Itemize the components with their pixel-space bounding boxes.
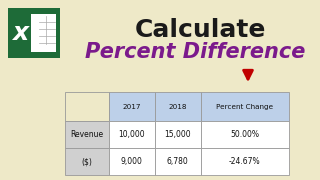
Bar [201,92,289,121]
Text: 2018: 2018 [168,103,187,109]
Text: 2017: 2017 [122,103,141,109]
Text: Percent Change: Percent Change [216,103,274,109]
Text: 15,000: 15,000 [164,130,191,139]
Bar [65,148,108,175]
Bar [108,92,155,121]
Bar [108,121,155,148]
Bar [155,92,201,121]
Text: Calculate: Calculate [134,18,266,42]
Text: Revenue: Revenue [70,130,103,139]
Bar [108,148,155,175]
Text: ($): ($) [81,157,92,166]
Bar [201,148,289,175]
Text: 10,000: 10,000 [118,130,145,139]
Bar [201,121,289,148]
Bar [155,121,201,148]
Text: x: x [12,21,28,45]
Bar [31,14,56,52]
Text: -24.67%: -24.67% [229,157,261,166]
Bar [155,148,201,175]
Text: 9,000: 9,000 [121,157,142,166]
Text: 50.00%: 50.00% [230,130,260,139]
Text: Percent Difference: Percent Difference [85,42,305,62]
Text: 6,780: 6,780 [167,157,188,166]
Bar [65,121,108,148]
Bar [8,8,60,58]
Bar [65,92,108,121]
